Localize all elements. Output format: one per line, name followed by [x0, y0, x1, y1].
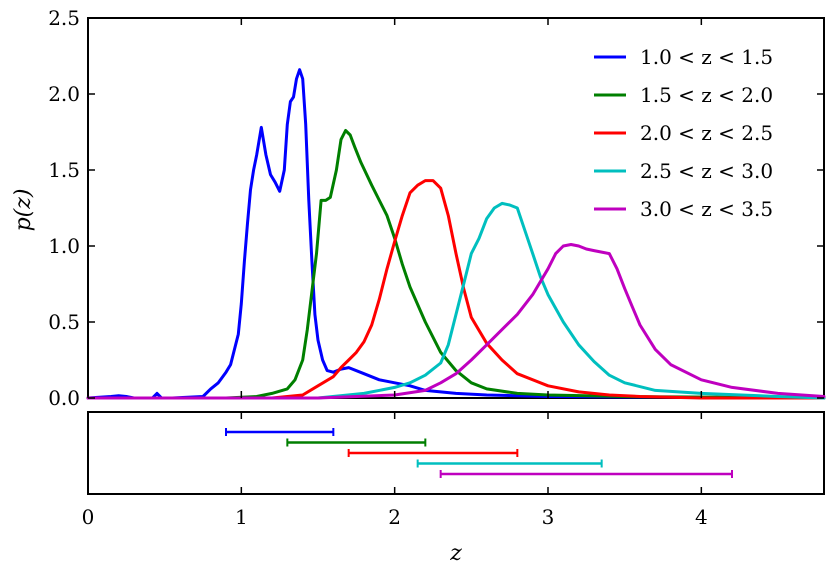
y-axis-title: p(z): [11, 189, 36, 232]
x-tick-label: 0: [82, 505, 95, 529]
series-line-2: [86, 129, 826, 400]
x-tick-labels: 0 1 2 3 4: [82, 505, 708, 529]
series-line-5: [86, 243, 826, 400]
legend-label-5: 3.0 < z < 3.5: [640, 197, 773, 221]
series-line-1: [86, 68, 826, 400]
y-tick-label: 2.0: [48, 82, 80, 106]
bottom-panel: 0 1 2 3 4 z: [82, 411, 825, 566]
x-tick-label: 2: [388, 505, 401, 529]
x-axis-title: z: [449, 541, 462, 566]
y-tick-label: 0.5: [48, 310, 80, 334]
top-lines: [86, 68, 826, 400]
legend: 1.0 < z < 1.5 1.5 < z < 2.0 2.0 < z < 2.5 2…: [594, 45, 773, 221]
x-tick-label: 1: [235, 505, 248, 529]
series-line-4: [86, 201, 826, 400]
bottom-ticks: [87, 412, 703, 494]
legend-label-2: 1.5 < z < 2.0: [640, 83, 773, 107]
interval-bars: [225, 428, 733, 478]
y-tick-label: 0.0: [48, 386, 80, 410]
top-plot-frame: [87, 17, 825, 399]
y-tick-label: 1.5: [48, 158, 80, 182]
legend-label-3: 2.0 < z < 2.5: [640, 121, 773, 145]
legend-label-1: 1.0 < z < 1.5: [640, 45, 773, 69]
x-tick-label: 3: [542, 505, 555, 529]
top-panel: 0.0 0.5 1.0 1.5 2.0 2.5 p(z) 1.0 < z < 1.5 1.5…: [11, 6, 826, 410]
bottom-plot-frame: [87, 411, 825, 495]
series-line-3: [86, 179, 826, 400]
y-tick-label: 1.0: [48, 234, 80, 258]
top-ticks: [87, 17, 824, 399]
legend-label-4: 2.5 < z < 3.0: [640, 159, 773, 183]
x-tick-label: 4: [695, 505, 708, 529]
y-tick-label: 2.5: [48, 6, 80, 30]
y-tick-labels: 0.0 0.5 1.0 1.5 2.0 2.5: [48, 6, 80, 410]
